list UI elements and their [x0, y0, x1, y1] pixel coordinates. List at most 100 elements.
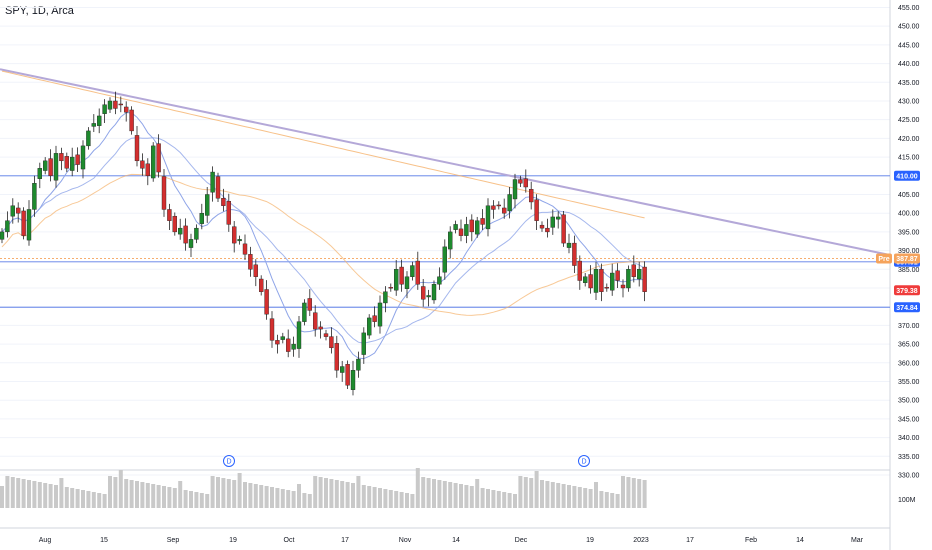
- candle-body: [259, 278, 264, 292]
- volume-bar: [221, 478, 226, 508]
- candle-body: [37, 168, 42, 179]
- volume-bar: [356, 476, 361, 508]
- level-410-tag: 410.00: [896, 173, 918, 180]
- volume-bar: [556, 483, 561, 508]
- volume-bar: [145, 483, 150, 508]
- volume-bar: [140, 482, 145, 508]
- candle-body: [480, 218, 485, 225]
- price-axis-tick: 415.00: [898, 155, 920, 162]
- volume-bar: [75, 489, 80, 508]
- volume-bar: [588, 489, 593, 508]
- candle-body: [529, 189, 534, 203]
- candle-body: [21, 210, 26, 236]
- volume-bar: [453, 483, 458, 508]
- candle-body: [215, 176, 221, 199]
- candle-body: [345, 364, 350, 386]
- candle-body: [502, 207, 507, 214]
- candle-body: [150, 145, 156, 179]
- volume-bar: [550, 482, 555, 508]
- volume-bar: [513, 494, 517, 508]
- volume-bar: [0, 486, 4, 508]
- candle-body: [156, 143, 161, 173]
- candle-body: [123, 106, 129, 113]
- candle-body: [10, 205, 16, 217]
- time-axis-label: 14: [452, 537, 460, 544]
- candle-body: [242, 243, 248, 255]
- price-axis-tick: 345.00: [898, 416, 920, 423]
- volume-bar: [253, 484, 258, 508]
- volume-bar: [378, 488, 382, 508]
- candle-body: [566, 242, 572, 248]
- volume-bar: [367, 486, 372, 508]
- volume-bar: [318, 477, 323, 508]
- volume-bar: [162, 486, 166, 508]
- volume-bar: [577, 487, 582, 508]
- price-axis-tick: 435.00: [898, 80, 920, 87]
- volume-bar: [372, 487, 377, 508]
- volume-bar: [21, 479, 26, 508]
- candle-body: [204, 194, 210, 216]
- last-price-tag: 379.38: [896, 288, 918, 295]
- candle-body: [75, 154, 80, 165]
- price-axis-tick: 400.00: [898, 211, 920, 218]
- volume-axis-label: 100M: [898, 497, 916, 504]
- price-axis-tick: 385.00: [898, 267, 920, 274]
- volume-bar: [442, 481, 447, 508]
- volume-bar: [437, 480, 442, 508]
- candle-body: [221, 198, 226, 206]
- volume-bar: [48, 484, 53, 508]
- price-axis-tick: 395.00: [898, 229, 920, 236]
- volume-bar: [264, 486, 269, 508]
- candle-body: [280, 336, 285, 340]
- volume-bar: [178, 481, 183, 508]
- volume-bar: [534, 471, 539, 508]
- dividend-marker-icon: [578, 455, 590, 467]
- moving-average-fast: [1, 112, 645, 360]
- volume-bar: [486, 489, 490, 508]
- candle-body: [5, 220, 10, 233]
- candle-body: [53, 153, 59, 181]
- volume-bar: [189, 491, 193, 508]
- volume-bar: [59, 478, 64, 508]
- candle-body: [199, 212, 205, 224]
- candle-body: [507, 194, 512, 212]
- candle-body: [437, 276, 442, 285]
- candle-body: [183, 225, 188, 244]
- volume-bar: [626, 477, 631, 508]
- price-axis-tick: 420.00: [898, 136, 920, 143]
- candle-body: [550, 216, 555, 228]
- volume-bar: [183, 490, 188, 508]
- volume-bar: [394, 491, 399, 508]
- volume-bar: [216, 477, 220, 508]
- candle-body: [448, 231, 453, 250]
- candle-body: [302, 302, 307, 322]
- candle-body: [356, 358, 361, 371]
- candle-body: [426, 295, 431, 298]
- candle-body: [231, 226, 237, 244]
- last-price-tag-bg: [894, 285, 920, 296]
- time-axis-label: 17: [686, 537, 694, 544]
- volume-bar: [631, 478, 636, 508]
- candle-body: [642, 266, 647, 292]
- volume-bar: [523, 477, 528, 508]
- candle-body: [134, 135, 140, 162]
- volume-bar: [275, 488, 280, 508]
- candle-body: [377, 302, 383, 327]
- candle-body: [599, 269, 604, 292]
- candle-body: [210, 171, 215, 193]
- candle-body: [464, 224, 469, 236]
- candle-body: [253, 264, 259, 277]
- time-axis-label: 17: [341, 537, 349, 544]
- candle-body: [545, 227, 550, 233]
- candle-body: [469, 219, 474, 233]
- candle-body: [350, 370, 356, 390]
- price-axis-tick: 335.00: [898, 454, 920, 461]
- volume-bar: [5, 476, 10, 508]
- level-374-tag-bg: [894, 302, 920, 313]
- volume-bars: [0, 468, 647, 508]
- volume-bar: [572, 486, 577, 508]
- price-axis-tick: 450.00: [898, 24, 920, 31]
- trendline: [0, 68, 891, 257]
- candle-body: [161, 176, 167, 210]
